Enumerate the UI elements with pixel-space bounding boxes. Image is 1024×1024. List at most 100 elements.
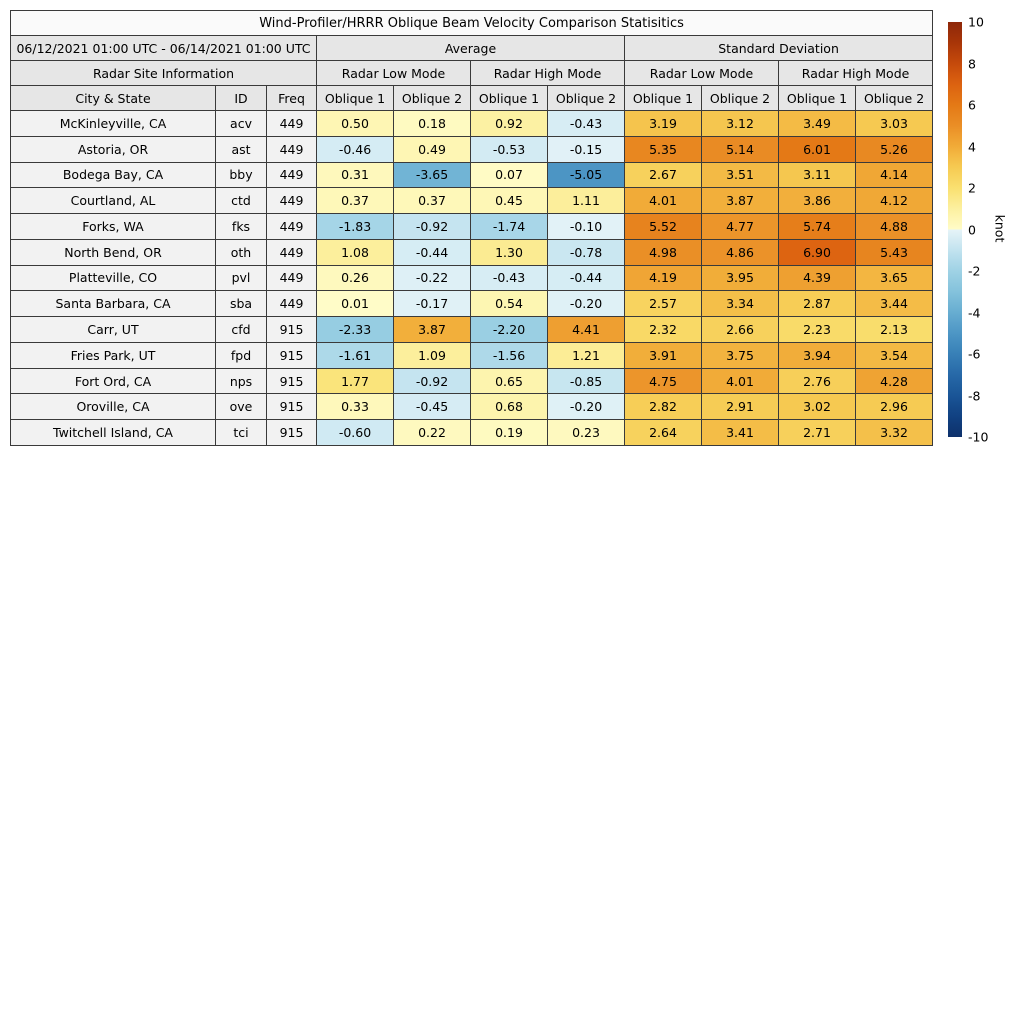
value-cell: 3.44 bbox=[854, 290, 934, 318]
value-cell: 3.87 bbox=[393, 316, 471, 343]
city-cell: Fries Park, UT bbox=[10, 341, 216, 369]
table-header: Wind-Profiler/HRRR Oblique Beam Velocity… bbox=[9, 10, 934, 111]
value-cell: 1.21 bbox=[547, 341, 625, 369]
city-cell: Twitchell Island, CA bbox=[10, 419, 216, 446]
value-cell: -0.15 bbox=[547, 135, 625, 163]
avg-low-mode-header: Radar Low Mode bbox=[316, 60, 471, 86]
table-row: Carr, UT cfd 915 -2.33 3.87 -2.20 4.41 2.32 2.66… bbox=[10, 316, 934, 343]
col-oblique: Oblique 2 bbox=[701, 85, 779, 111]
col-freq: Freq bbox=[266, 85, 317, 111]
id-cell: cfd bbox=[215, 316, 267, 343]
value-cell: 4.86 bbox=[701, 238, 779, 266]
value-cell: 3.95 bbox=[701, 264, 779, 292]
city-cell: Santa Barbara, CA bbox=[10, 290, 216, 318]
col-city-state: City & State bbox=[10, 85, 216, 111]
id-cell: tci bbox=[215, 419, 267, 446]
table-row: Bodega Bay, CA bby 449 0.31 -3.65 0.07 -5.05 2.… bbox=[10, 161, 934, 189]
value-cell: 0.07 bbox=[470, 161, 548, 189]
value-cell: 4.01 bbox=[624, 187, 702, 215]
value-cell: 2.64 bbox=[624, 419, 702, 446]
value-cell: 4.41 bbox=[547, 316, 625, 343]
value-cell: 4.28 bbox=[854, 367, 934, 395]
value-cell: 2.96 bbox=[854, 393, 934, 421]
colorbar-tick-label: 6 bbox=[968, 97, 976, 113]
value-cell: -0.92 bbox=[393, 367, 471, 395]
id-cell: fks bbox=[215, 213, 267, 240]
value-cell: 5.74 bbox=[778, 213, 856, 240]
value-cell: 3.02 bbox=[778, 393, 856, 421]
city-cell: North Bend, OR bbox=[10, 238, 216, 266]
colorbar-tick-label: 2 bbox=[968, 180, 976, 196]
freq-cell: 915 bbox=[266, 367, 317, 395]
table-row: Fort Ord, CA nps 915 1.77 -0.92 0.65 -0.85 4.75… bbox=[10, 367, 934, 395]
value-cell: 1.09 bbox=[393, 341, 471, 369]
table-row: North Bend, OR oth 449 1.08 -0.44 1.30 -0.78 4.… bbox=[10, 238, 934, 266]
value-cell: 0.33 bbox=[316, 393, 394, 421]
table-row: Fries Park, UT fpd 915 -1.61 1.09 -1.56 1.21 3.… bbox=[10, 341, 934, 369]
colorbar-tick-label: -4 bbox=[968, 305, 981, 320]
value-cell: 2.82 bbox=[624, 393, 702, 421]
value-cell: 1.08 bbox=[316, 238, 394, 266]
value-cell: 2.87 bbox=[778, 290, 856, 318]
stats-table: Wind-Profiler/HRRR Oblique Beam Velocity… bbox=[9, 10, 934, 446]
value-cell: -0.60 bbox=[316, 419, 394, 446]
freq-cell: 449 bbox=[266, 213, 317, 240]
group-average: Average bbox=[316, 35, 625, 61]
value-cell: 0.68 bbox=[470, 393, 548, 421]
value-cell: 3.65 bbox=[854, 264, 934, 292]
colorbar-gradient bbox=[948, 22, 962, 437]
city-cell: McKinleyville, CA bbox=[10, 110, 216, 137]
value-cell: -2.33 bbox=[316, 316, 394, 343]
column-header-row: City & State ID Freq Oblique 1 Oblique 2… bbox=[10, 85, 934, 111]
value-cell: -0.85 bbox=[547, 367, 625, 395]
value-cell: -1.61 bbox=[316, 341, 394, 369]
value-cell: 3.51 bbox=[701, 161, 779, 189]
value-cell: 4.12 bbox=[854, 187, 934, 215]
value-cell: 3.32 bbox=[854, 419, 934, 446]
value-cell: 2.13 bbox=[854, 316, 934, 343]
value-cell: 0.01 bbox=[316, 290, 394, 318]
value-cell: -0.46 bbox=[316, 135, 394, 163]
title-row: Wind-Profiler/HRRR Oblique Beam Velocity… bbox=[9, 10, 934, 36]
value-cell: 2.57 bbox=[624, 290, 702, 318]
id-cell: fpd bbox=[215, 341, 267, 369]
sd-high-mode-header: Radar High Mode bbox=[777, 60, 934, 86]
value-cell: 3.91 bbox=[624, 341, 702, 369]
colorbar-tick-label: -8 bbox=[968, 388, 981, 403]
colorbar: 10 8 6 4 2 0 -2 -4 -6 -8 -10 knot bbox=[948, 15, 1007, 445]
value-cell: 3.75 bbox=[701, 341, 779, 369]
colorbar-tick-label: -10 bbox=[968, 429, 989, 445]
freq-cell: 915 bbox=[266, 316, 317, 343]
value-cell: -1.56 bbox=[470, 341, 548, 369]
value-cell: 0.92 bbox=[470, 110, 548, 137]
value-cell: 1.11 bbox=[547, 187, 625, 215]
freq-cell: 449 bbox=[266, 264, 317, 292]
freq-cell: 915 bbox=[266, 419, 317, 446]
value-cell: 0.45 bbox=[470, 187, 548, 215]
city-cell: Astoria, OR bbox=[10, 135, 216, 163]
city-cell: Fort Ord, CA bbox=[10, 367, 216, 395]
value-cell: -0.44 bbox=[393, 238, 471, 266]
value-cell: 0.18 bbox=[393, 110, 471, 137]
value-cell: 4.39 bbox=[778, 264, 856, 292]
value-cell: 3.03 bbox=[854, 110, 934, 137]
value-cell: 0.54 bbox=[470, 290, 548, 318]
value-cell: 0.19 bbox=[470, 419, 548, 446]
table-row: Oroville, CA ove 915 0.33 -0.45 0.68 -0.20 2.82… bbox=[10, 393, 934, 421]
col-oblique: Oblique 2 bbox=[393, 85, 471, 111]
col-oblique: Oblique 1 bbox=[316, 85, 394, 111]
value-cell: 4.75 bbox=[624, 367, 702, 395]
value-cell: 5.35 bbox=[624, 135, 702, 163]
value-cell: 2.76 bbox=[778, 367, 856, 395]
freq-cell: 449 bbox=[266, 110, 317, 137]
value-cell: 0.37 bbox=[316, 187, 394, 215]
value-cell: 0.65 bbox=[470, 367, 548, 395]
value-cell: 4.88 bbox=[854, 213, 934, 240]
value-cell: -0.43 bbox=[470, 264, 548, 292]
value-cell: 2.23 bbox=[778, 316, 856, 343]
value-cell: 3.94 bbox=[778, 341, 856, 369]
value-cell: 3.19 bbox=[624, 110, 702, 137]
value-cell: -3.65 bbox=[393, 161, 471, 189]
colorbar-tick-label: 10 bbox=[968, 14, 984, 30]
